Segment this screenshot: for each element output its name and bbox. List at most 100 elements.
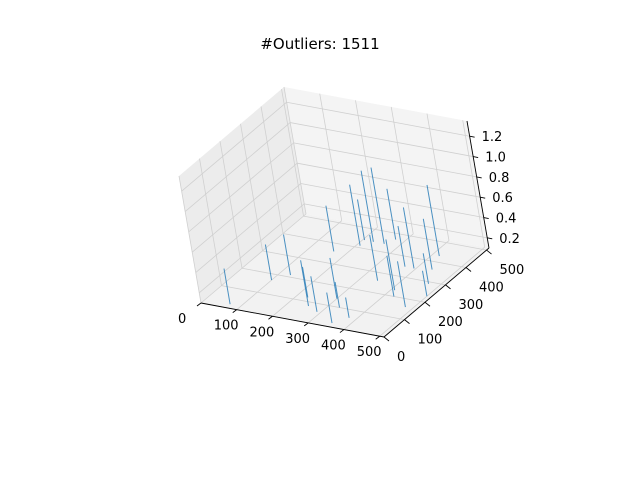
grid-line-y-floor: [241, 267, 426, 303]
grid-line-x-floor: [200, 213, 307, 304]
outlier-spike: [422, 253, 429, 284]
outlier-spike: [329, 257, 338, 299]
grid-line-z-back: [297, 162, 481, 198]
x-tick-mark: [232, 309, 238, 314]
y-tick-mark: [424, 301, 431, 307]
x-tick-label: 100: [214, 319, 239, 334]
outlier-spike: [302, 266, 309, 298]
axis-panes: [179, 87, 489, 337]
grid-line-x-back: [390, 106, 414, 234]
outlier-spike: [283, 234, 291, 276]
z-tick-label: 0.6: [492, 191, 513, 206]
grid-line-z-left: [198, 203, 305, 294]
grid-line-y-floor: [262, 250, 446, 286]
y-tick-mark: [465, 267, 472, 272]
x-tick-mark: [375, 335, 380, 340]
x-tick-label: 500: [357, 345, 382, 360]
outlier-spike: [223, 268, 231, 305]
z-tick-mark: [483, 217, 489, 219]
y-tick-label: 200: [438, 315, 463, 330]
z-tick-mark: [487, 237, 493, 240]
outlier-spike: [369, 234, 379, 281]
z-tick-mark: [469, 135, 475, 138]
x-tick-label: 300: [285, 332, 310, 347]
grid-line-x-floor: [307, 233, 414, 324]
outlier-spike: [300, 260, 309, 307]
x-tick-mark: [196, 302, 202, 307]
z-tick-label: 1.2: [482, 130, 503, 145]
z-tick-label: 0.2: [499, 232, 520, 247]
grid-line-y-left: [240, 123, 263, 251]
outlier-spike: [426, 184, 440, 257]
z-tick-mark: [473, 156, 479, 159]
outlier-spike: [357, 199, 365, 241]
grid-line-z-left: [195, 183, 301, 273]
outlier-spike: [334, 282, 340, 308]
grid-line-z-left: [191, 162, 298, 253]
outlier-spike: [397, 226, 406, 267]
z-tick-label: 0.8: [489, 171, 510, 186]
grid-line-z-back: [304, 203, 488, 239]
outlier-spike: [397, 261, 406, 308]
y-tick-label: 400: [479, 281, 504, 296]
grid-line-x-floor: [379, 246, 485, 337]
grid-line-z-back: [300, 183, 484, 218]
y-tick-label: 500: [500, 263, 525, 278]
y-tick-mark: [445, 284, 451, 290]
outlier-spike: [264, 244, 273, 281]
chart-title: #Outliers: 1511: [260, 35, 379, 53]
grid-line-y-left: [178, 175, 202, 304]
left-pane: [179, 87, 306, 303]
tick-marks: 0 100 200 300 400 500 0 100 200 300 400 500 0.2 0.4 0.…: [178, 130, 524, 365]
outlier-spike: [370, 167, 385, 244]
z-tick-label: 1.0: [485, 151, 506, 166]
grid-line-z-back: [290, 122, 474, 157]
y-axis-line: [383, 247, 490, 338]
outlier-spike: [402, 207, 415, 269]
z-tick-mark: [476, 176, 482, 179]
grid-line-z-left: [184, 122, 291, 212]
y-tick-mark: [383, 336, 390, 342]
x-tick-label: 400: [321, 339, 346, 354]
grid-lines: [178, 86, 488, 338]
grid-line-z-left: [181, 101, 287, 192]
outlier-spike: [310, 276, 318, 312]
outlier-spike: [345, 297, 350, 318]
x-tick-mark: [268, 315, 273, 320]
grid-line-x-back: [355, 100, 378, 228]
grid-line-x-back: [426, 113, 450, 241]
outlier-spike: [422, 218, 433, 270]
grid-line-y-left: [219, 141, 243, 269]
back-pane: [284, 87, 489, 248]
y-tick-label: 100: [418, 333, 443, 348]
grid-line-x-back: [319, 93, 343, 221]
floor-pane: [201, 214, 489, 337]
y-tick-label: 0: [397, 350, 405, 365]
grid-line-x-floor: [343, 240, 450, 330]
outlier-spike: [325, 205, 335, 252]
outlier-spike: [386, 255, 395, 297]
grid-line-y-left: [260, 106, 284, 234]
grid-line-z-left: [188, 142, 294, 233]
x-axis-line: [200, 302, 385, 338]
z-tick-mark: [480, 196, 486, 199]
grid-line-y-floor: [282, 233, 467, 268]
outlier-spike: [385, 239, 396, 291]
outlier-spike: [360, 170, 374, 242]
z-tick-label: 0.4: [496, 212, 517, 227]
y-tick-mark: [404, 319, 410, 324]
x-tick-mark: [339, 329, 345, 333]
outlier-spike: [422, 270, 428, 297]
grid-line-z-back: [293, 142, 477, 178]
x-tick-mark: [303, 322, 309, 327]
grid-line-y-left: [199, 158, 222, 286]
x-tick-label: 200: [250, 325, 275, 340]
y-tick-label: 300: [459, 298, 484, 313]
grid-line-x-back: [283, 86, 307, 215]
axis-lines: [200, 120, 490, 338]
outlier-spike: [386, 188, 397, 240]
outlier-spike: [326, 292, 333, 324]
grid-line-z-back: [286, 101, 470, 137]
outlier-spike: [349, 184, 361, 246]
